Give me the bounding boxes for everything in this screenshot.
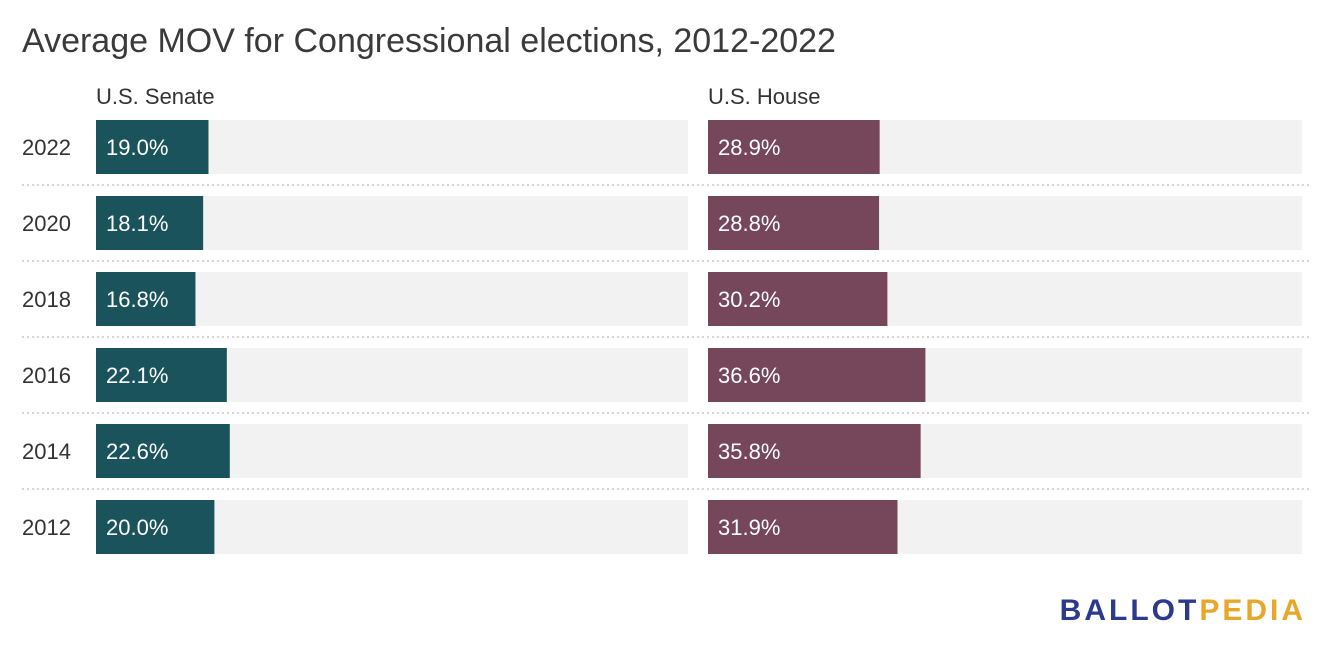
bar <box>708 424 921 478</box>
ballotpedia-logo: BALLOTPEDIA <box>1060 594 1306 628</box>
bar-value-label: 16.8% <box>106 287 168 312</box>
bar <box>708 500 898 554</box>
bar-value-label: 28.8% <box>718 211 780 236</box>
logo-part-ballot: BALLOT <box>1059 594 1200 627</box>
bar-value-label: 20.0% <box>106 515 168 540</box>
bar <box>96 424 230 478</box>
year-label: 2012 <box>22 515 71 540</box>
chart-title: Average MOV for Congressional elections,… <box>22 22 836 60</box>
year-label: 2016 <box>22 363 71 388</box>
bar <box>708 120 880 174</box>
year-label: 2022 <box>22 135 71 160</box>
bar <box>708 348 926 402</box>
bar <box>708 272 888 326</box>
year-label: 2020 <box>22 211 71 236</box>
bar-value-label: 35.8% <box>718 439 780 464</box>
bar-value-label: 22.6% <box>106 439 168 464</box>
bar-value-label: 31.9% <box>718 515 780 540</box>
bar-chart: 2022 19.0% 28.9% 2020 18.1% 28.8% 2018 16.8% 30.… <box>22 120 1310 554</box>
year-label: 2014 <box>22 439 71 464</box>
bar-value-label: 22.1% <box>106 363 168 388</box>
logo-part-pedia: PEDIA <box>1199 594 1306 627</box>
bar <box>96 348 227 402</box>
bar-value-label: 18.1% <box>106 211 168 236</box>
bar-value-label: 30.2% <box>718 287 780 312</box>
bar <box>96 120 209 174</box>
house-panel-label: U.S. House <box>708 84 821 109</box>
bar-value-label: 36.6% <box>718 363 780 388</box>
bar <box>708 196 880 250</box>
bar <box>96 500 215 554</box>
bar-value-label: 19.0% <box>106 135 168 160</box>
bar <box>96 272 196 326</box>
year-label: 2018 <box>22 287 71 312</box>
bar <box>96 196 204 250</box>
bar-value-label: 28.9% <box>718 135 780 160</box>
senate-panel-label: U.S. Senate <box>96 84 215 109</box>
